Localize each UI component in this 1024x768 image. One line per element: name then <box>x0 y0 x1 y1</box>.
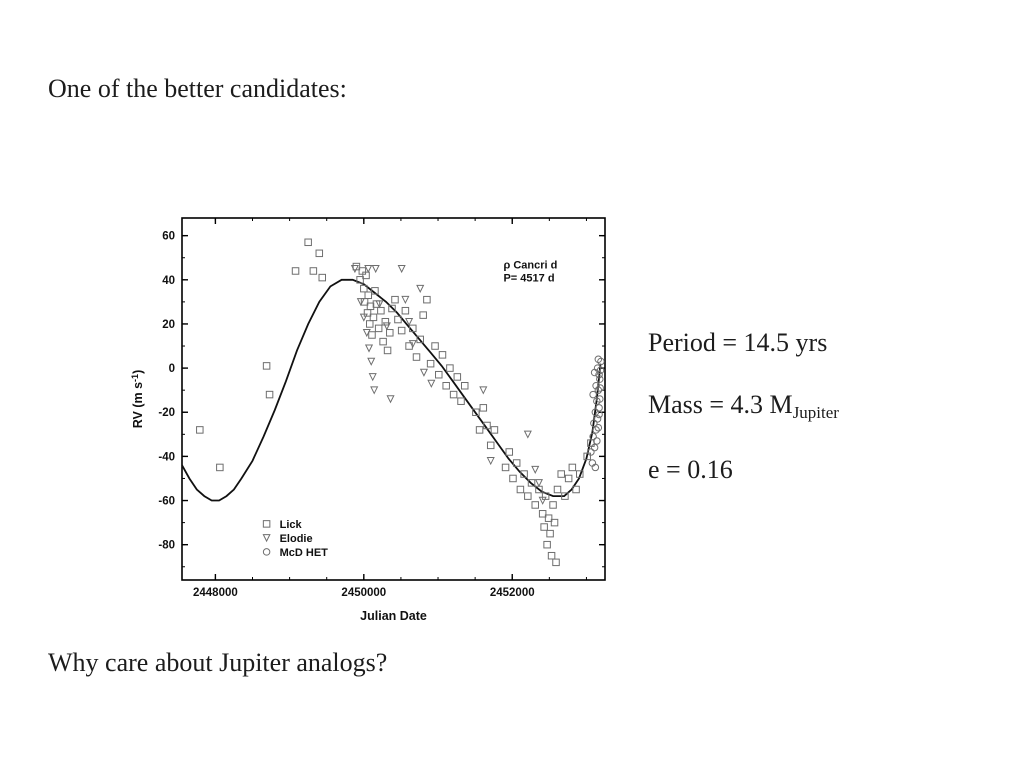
svg-text:60: 60 <box>162 231 175 243</box>
info-block: Period = 14.5 yrs Mass = 4.3 MJupiter e … <box>648 328 839 517</box>
rv-curve <box>181 278 602 502</box>
svg-text:-60: -60 <box>158 496 175 508</box>
svg-text:-40: -40 <box>158 451 175 463</box>
annotation-line: ρ Cancri d <box>503 260 557 272</box>
plot-box <box>181 217 606 581</box>
info-period: Period = 14.5 yrs <box>648 328 828 357</box>
svg-text:2450000: 2450000 <box>341 587 386 599</box>
svg-text:2452000: 2452000 <box>490 587 535 599</box>
rv-chart: 2448000 2450000 2452000 -80 -60 -40 -20 0 20 40 60… <box>128 210 613 630</box>
series-lick <box>196 238 595 567</box>
slide-question: Why care about Jupiter analogs? <box>48 648 388 677</box>
info-eccentricity: e = 0.16 <box>648 455 733 484</box>
svg-text:40: 40 <box>162 275 175 287</box>
mass-subscript: Jupiter <box>792 403 839 422</box>
svg-text:McD HET: McD HET <box>280 547 329 559</box>
svg-text:0: 0 <box>169 363 175 375</box>
rv-plot-svg: 2448000 2450000 2452000 -80 -60 -40 -20 0 20 40 60… <box>130 217 606 623</box>
x-axis-label: Julian Date <box>360 609 427 623</box>
svg-text:20: 20 <box>162 319 175 331</box>
info-mass: Mass = 4.3 MJupiter <box>648 390 839 423</box>
legend: Lick Elodie McD HET <box>262 519 329 559</box>
info-mass-main: Mass = 4.3 M <box>648 390 793 419</box>
svg-text:-20: -20 <box>158 407 175 419</box>
series-elodie <box>350 265 547 505</box>
annotation-line: P= 4517 d <box>503 273 554 285</box>
slide-title: One of the better candidates: <box>48 74 347 103</box>
y-axis-label: RV (m s-1) <box>130 370 145 429</box>
svg-text:Elodie: Elodie <box>280 533 313 545</box>
svg-text:-80: -80 <box>158 540 175 552</box>
svg-text:Lick: Lick <box>280 519 303 531</box>
svg-text:2448000: 2448000 <box>193 587 238 599</box>
series-mcd-het <box>587 355 605 472</box>
